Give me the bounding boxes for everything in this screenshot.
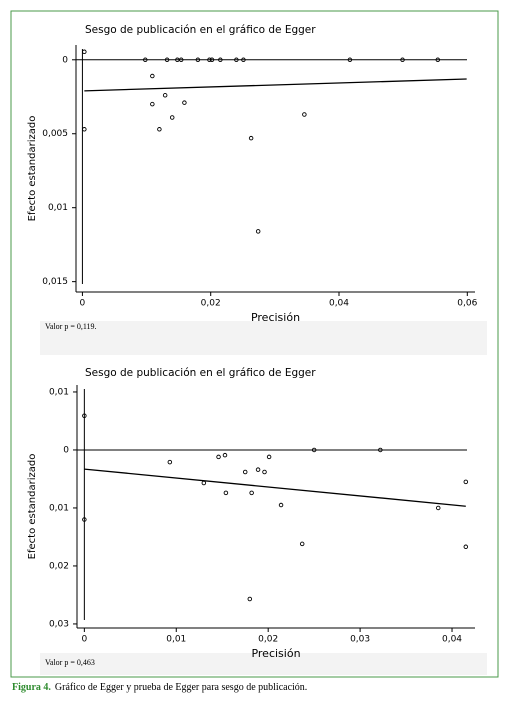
y-tick-label: 0 [63, 445, 69, 455]
note-band [40, 653, 487, 675]
point [164, 57, 170, 63]
point [241, 57, 246, 63]
point [162, 93, 168, 98]
point [195, 57, 201, 63]
point [266, 454, 272, 460]
caption-text: Gráfico de Egger y prueba de Egger para … [55, 682, 307, 693]
x-tick-label: 0,02 [201, 299, 221, 309]
point [278, 502, 284, 508]
chart-title: Sesgo de publicación en el gráfico de Eg… [85, 367, 316, 379]
chart-title: Sesgo de publicación en el gráfico de Eg… [85, 24, 316, 36]
point [311, 447, 317, 453]
point [82, 413, 87, 418]
point [209, 57, 215, 63]
y-tick-label: 0,015 [42, 277, 68, 287]
point [216, 454, 221, 460]
caption-label: Figura 4. [12, 682, 51, 693]
x-tick-label: 0,03 [350, 635, 370, 645]
point [247, 596, 253, 602]
point [435, 57, 441, 63]
y-tick-label: 0,01 [48, 203, 68, 213]
point [82, 49, 87, 55]
point [222, 452, 228, 458]
point [82, 517, 87, 522]
point [400, 57, 405, 63]
point [218, 57, 223, 63]
point [248, 135, 254, 141]
note-band [40, 321, 487, 355]
point [242, 469, 248, 475]
point [82, 127, 87, 132]
x-axis-label: Precisión [251, 311, 300, 324]
frame [10, 10, 499, 678]
point [299, 541, 305, 547]
point [150, 101, 155, 107]
y-tick-label: 0 [62, 55, 68, 65]
point [463, 479, 469, 485]
annotation: Valor p = 0,463 [45, 658, 95, 667]
point [378, 447, 383, 453]
y-tick-label: 0,02 [49, 561, 69, 571]
point [302, 112, 307, 117]
x-tick-label: 0 [80, 299, 86, 309]
point [347, 57, 353, 63]
point [169, 115, 175, 120]
point [463, 544, 469, 550]
x-tick-label: 0,06 [457, 299, 477, 309]
point [234, 57, 239, 63]
y-axis-label: Efecto estandarizado [27, 454, 38, 560]
y-tick-label: 0,03 [49, 619, 69, 629]
fit-line [84, 78, 467, 92]
x-tick-label: 0,01 [166, 635, 186, 645]
fit-line [84, 468, 466, 507]
point [223, 490, 229, 496]
point [182, 100, 187, 105]
x-axis-label: Precisión [251, 647, 300, 660]
x-tick-label: 0,04 [329, 299, 349, 309]
y-tick-label: 0,005 [42, 129, 68, 139]
point [157, 127, 162, 132]
y-tick-label: 0,01 [49, 387, 69, 397]
x-tick-label: 0,02 [258, 635, 278, 645]
point [255, 229, 261, 234]
point [435, 505, 441, 511]
point [255, 467, 261, 472]
point [150, 73, 155, 79]
y-axis-label: Efecto estandarizado [27, 116, 38, 222]
annotation: Valor p = 0,119. [45, 322, 97, 331]
point [143, 57, 148, 63]
point [178, 57, 184, 63]
point [249, 490, 254, 496]
point [201, 480, 207, 486]
x-tick-label: 0 [81, 635, 87, 645]
y-tick-label: 0,01 [49, 503, 69, 513]
caption: Figura 4. Gráfico de Egger y prueba de Eg… [12, 682, 307, 693]
point [207, 57, 212, 63]
point [262, 469, 267, 475]
point [167, 459, 173, 465]
x-tick-label: 0,04 [442, 635, 462, 645]
